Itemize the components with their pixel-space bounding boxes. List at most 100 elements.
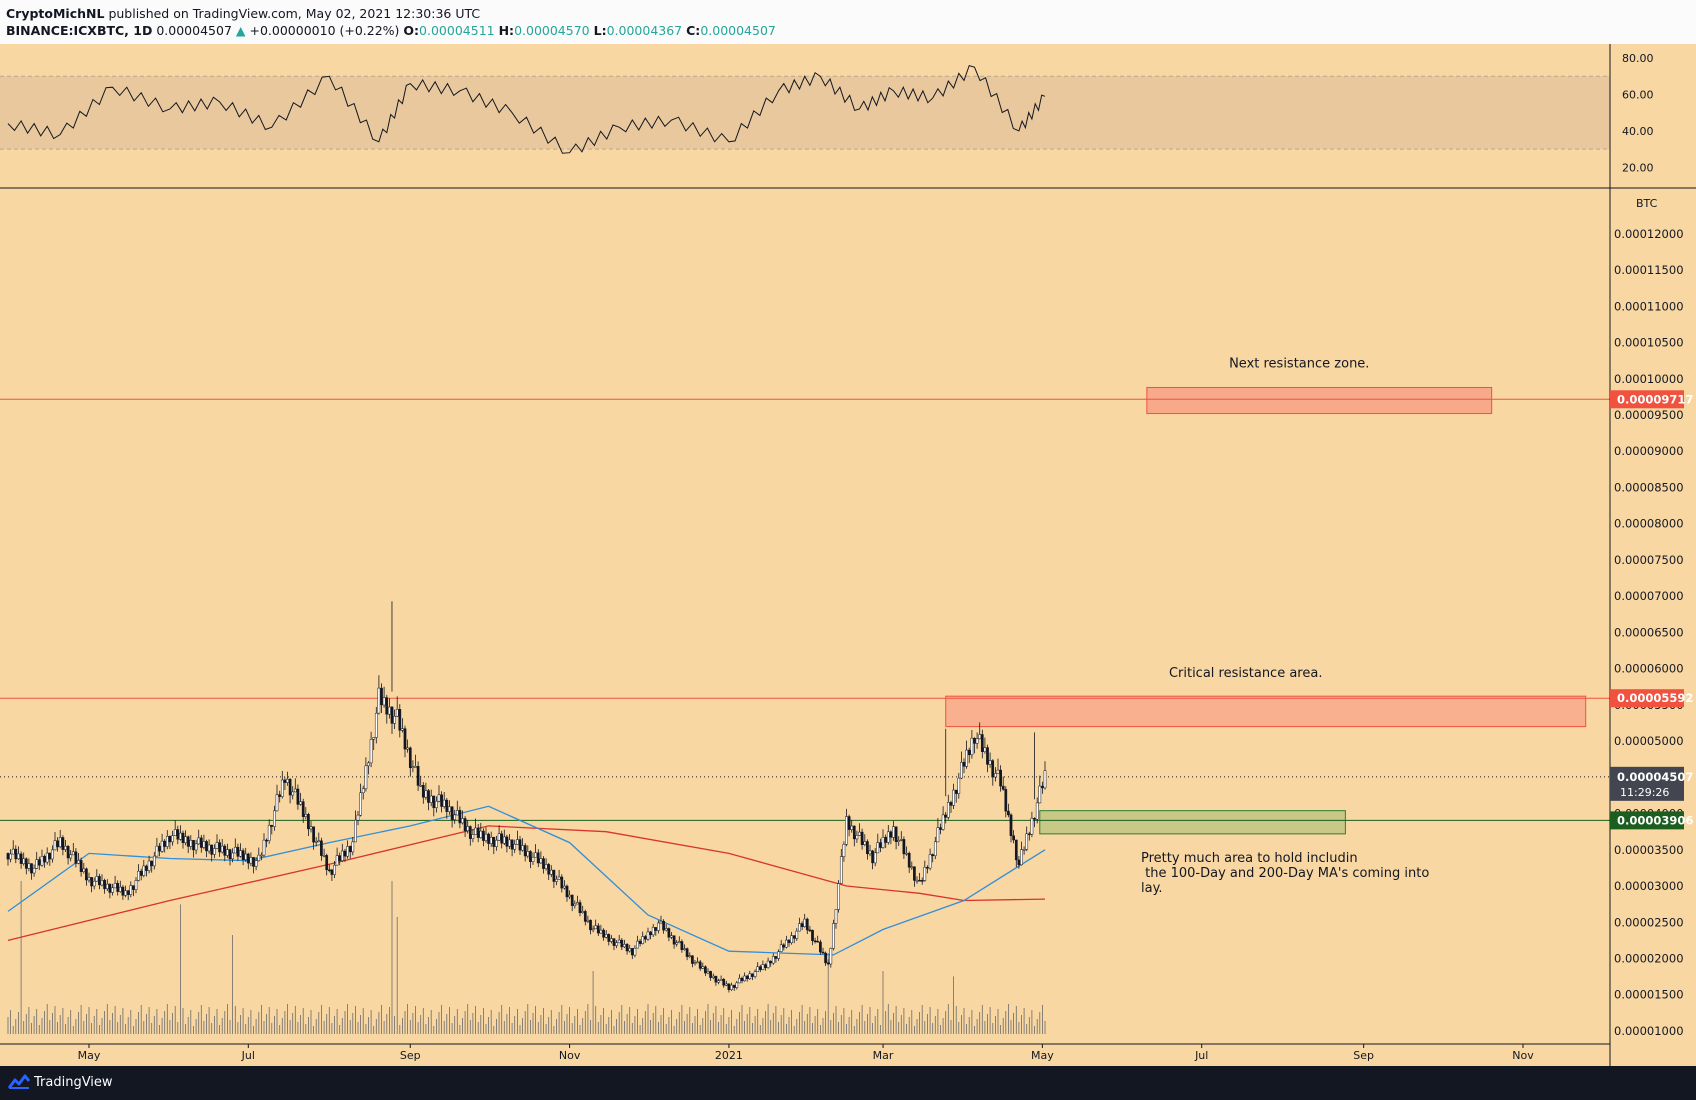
price-level-tag <box>1610 811 1684 830</box>
candle <box>500 830 504 849</box>
candle-body <box>529 851 532 862</box>
candle-body <box>994 773 997 778</box>
candle-body <box>612 938 616 946</box>
candle <box>542 856 545 874</box>
change-value: +0.00000010 (+0.22%) <box>249 23 400 38</box>
price-pane[interactable]: Next resistance zone. Critical resistance… <box>0 356 1610 1034</box>
candle-body <box>317 840 321 843</box>
candle-body <box>1022 849 1026 851</box>
candle <box>798 917 801 932</box>
price-tick-label: 0.00005000 <box>1614 734 1684 748</box>
candle <box>800 921 804 931</box>
candle-body <box>1043 770 1047 789</box>
candle <box>913 866 916 887</box>
candle-body <box>563 885 566 889</box>
candle-body <box>270 825 274 827</box>
candle-body <box>147 860 151 871</box>
candle-body <box>482 830 485 841</box>
author-name[interactable]: CryptoMichNL <box>6 6 105 21</box>
candle-body <box>591 928 595 931</box>
candle <box>1022 846 1026 855</box>
candle <box>43 854 46 868</box>
candle <box>367 761 370 775</box>
candle-body <box>79 860 83 872</box>
candle <box>30 863 33 880</box>
candle-body <box>813 940 817 943</box>
candle <box>179 825 182 841</box>
time-axis[interactable]: May Jul Sep Nov 2021 Mar May Jul Sep Nov <box>0 1043 1610 1062</box>
candle <box>756 962 760 972</box>
footer-brand[interactable]: TradingView <box>34 1075 113 1090</box>
price-axis[interactable]: BTC 0.00012000 0.00011500 0.00011000 0.00010… <box>1609 188 1693 1066</box>
candle-body <box>458 810 462 824</box>
candle-body <box>484 833 488 841</box>
candle-body <box>1038 785 1042 804</box>
candle-body <box>343 850 347 857</box>
candle-body <box>71 851 75 856</box>
candle <box>743 972 746 982</box>
candle-body <box>939 827 942 830</box>
candle <box>71 843 75 856</box>
candle <box>116 880 120 896</box>
symbol-label[interactable]: BINANCE:ICXBTC, 1D <box>6 23 153 38</box>
candle <box>978 722 982 740</box>
candle <box>440 791 443 813</box>
candle <box>87 872 91 883</box>
candle-body <box>792 935 796 939</box>
rsi-band <box>0 76 1610 150</box>
candle <box>761 960 765 971</box>
candle <box>163 839 167 853</box>
candle <box>317 832 321 843</box>
candle <box>764 963 767 971</box>
candle <box>667 927 671 942</box>
candle <box>100 874 104 887</box>
candle-body <box>56 840 59 848</box>
candle-body <box>983 747 987 752</box>
time-tick-label: Jul <box>241 1049 255 1062</box>
rsi-pane[interactable]: 80.00 60.00 40.00 20.00 <box>0 44 1654 188</box>
tradingview-logo-icon[interactable] <box>8 1074 30 1090</box>
candle <box>121 885 125 900</box>
candle <box>824 951 827 966</box>
candle-body <box>1033 817 1036 820</box>
candle <box>401 718 404 733</box>
chart-canvas[interactable]: 80.00 60.00 40.00 20.00 Next resistance zon… <box>0 44 1696 1066</box>
candle <box>280 771 284 799</box>
candle-body <box>223 845 227 856</box>
candle-body <box>549 869 553 875</box>
candle <box>333 861 336 878</box>
candle-body <box>367 762 370 767</box>
candle <box>939 823 942 835</box>
candle-body <box>962 761 966 767</box>
time-tick-label: Jul <box>1194 1049 1208 1062</box>
candle-body <box>1041 785 1044 789</box>
candle-body <box>913 866 916 881</box>
candle-body <box>163 840 167 847</box>
candle-body <box>819 941 822 953</box>
candle <box>735 980 739 990</box>
candle-body <box>168 836 172 843</box>
candle-body <box>675 942 679 945</box>
candle <box>787 939 791 947</box>
candle <box>124 885 127 898</box>
candle <box>866 839 869 860</box>
candle <box>505 834 509 853</box>
candle <box>343 848 347 862</box>
candle <box>9 849 12 863</box>
candle <box>437 785 441 803</box>
candle-body <box>495 839 498 847</box>
candle <box>257 847 261 862</box>
candle-body <box>455 810 459 816</box>
candle <box>516 830 519 845</box>
candle-body <box>416 766 420 786</box>
candle-body <box>978 734 982 740</box>
candle <box>829 947 833 968</box>
candle-body <box>489 836 493 844</box>
candle <box>884 834 888 849</box>
candle-body <box>599 929 603 934</box>
candle-body <box>61 837 65 850</box>
candle-body <box>897 840 901 842</box>
candle-body <box>730 984 733 990</box>
candle <box>680 939 684 953</box>
candle-body <box>594 925 598 930</box>
